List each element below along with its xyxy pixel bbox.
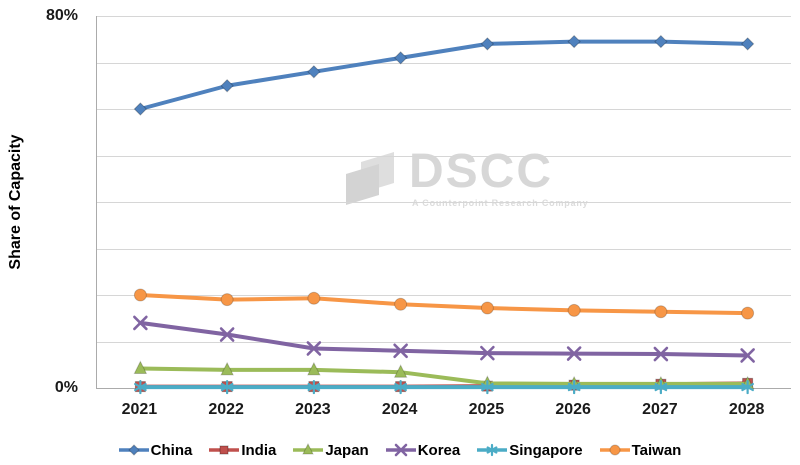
legend-item-taiwan: Taiwan bbox=[599, 441, 682, 459]
point-china-2022 bbox=[220, 79, 234, 93]
point-taiwan-2021 bbox=[133, 288, 147, 302]
legend-asterisk-icon bbox=[477, 443, 508, 457]
point-korea-2028 bbox=[740, 348, 755, 363]
legend-item-korea: Korea bbox=[385, 441, 461, 459]
point-japan-2023 bbox=[307, 361, 321, 376]
point-korea-2025 bbox=[480, 345, 495, 361]
legend-x-icon bbox=[385, 443, 416, 457]
point-korea-2023 bbox=[306, 341, 322, 356]
point-taiwan-2025 bbox=[480, 301, 494, 315]
point-singapore-2022 bbox=[220, 379, 234, 395]
point-japan-2024 bbox=[393, 364, 408, 378]
point-china-2025 bbox=[480, 37, 495, 51]
y-tick-0: 0% bbox=[54, 379, 78, 396]
legend-label-india: India bbox=[241, 441, 277, 459]
chart-plot-svg bbox=[97, 16, 791, 395]
point-taiwan-2028 bbox=[741, 306, 755, 320]
point-taiwan-2022 bbox=[220, 293, 234, 307]
x-tick-2028: 2028 bbox=[728, 401, 765, 418]
legend-item-japan: Japan bbox=[293, 441, 369, 459]
legend-label-japan: Japan bbox=[325, 441, 369, 459]
point-china-2023 bbox=[307, 65, 321, 79]
x-tick-2024: 2024 bbox=[381, 401, 418, 418]
point-japan-2022 bbox=[220, 361, 234, 376]
point-taiwan-2027 bbox=[654, 305, 668, 319]
point-korea-2021 bbox=[133, 315, 148, 331]
point-china-2027 bbox=[654, 34, 668, 49]
x-axis-labels: 2021 2022 2023 2024 2025 2026 2027 2028 bbox=[96, 401, 790, 423]
point-singapore-2028 bbox=[741, 379, 754, 395]
series-china bbox=[133, 34, 755, 116]
point-korea-2027 bbox=[653, 346, 669, 362]
point-korea-2024 bbox=[393, 343, 408, 359]
x-tick-2023: 2023 bbox=[295, 401, 331, 418]
point-china-2021 bbox=[133, 102, 148, 116]
point-singapore-2021 bbox=[134, 379, 147, 395]
point-japan-2021 bbox=[133, 360, 148, 374]
point-china-2024 bbox=[393, 51, 408, 65]
point-singapore-2026 bbox=[567, 379, 581, 395]
point-singapore-2023 bbox=[307, 379, 321, 395]
x-tick-2027: 2027 bbox=[642, 401, 678, 418]
gridlines bbox=[97, 16, 791, 343]
legend-circle-icon bbox=[599, 444, 630, 456]
plot-area: DSCC A Counterpoint Research Company bbox=[96, 16, 791, 395]
legend-label-china: China bbox=[150, 441, 193, 459]
point-korea-2026 bbox=[566, 346, 582, 361]
legend-label-korea: Korea bbox=[417, 441, 461, 459]
legend-triangle-icon bbox=[293, 442, 324, 455]
point-china-2028 bbox=[740, 37, 755, 51]
legend-item-india: India bbox=[209, 442, 276, 459]
chart-legend: China India Japan Korea Singapore Taiwan bbox=[0, 439, 800, 461]
series-taiwan bbox=[133, 288, 755, 320]
y-axis-title: Share of Capacity bbox=[7, 134, 24, 270]
x-tick-2026: 2026 bbox=[555, 401, 591, 418]
point-taiwan-2024 bbox=[394, 297, 408, 311]
point-singapore-2024 bbox=[394, 379, 407, 395]
legend-item-china: China bbox=[118, 441, 193, 459]
point-singapore-2025 bbox=[481, 379, 494, 395]
x-tick-2022: 2022 bbox=[208, 401, 244, 418]
point-korea-2022 bbox=[219, 327, 235, 342]
legend-label-singapore: Singapore bbox=[509, 441, 583, 459]
point-singapore-2027 bbox=[654, 379, 668, 395]
legend-item-singapore: Singapore bbox=[477, 441, 583, 459]
series-korea bbox=[133, 315, 755, 363]
x-tick-2021: 2021 bbox=[121, 401, 158, 418]
legend-label-taiwan: Taiwan bbox=[631, 441, 682, 459]
point-taiwan-2023 bbox=[307, 291, 321, 305]
series-singapore bbox=[134, 379, 754, 395]
point-taiwan-2026 bbox=[567, 303, 581, 317]
y-tick-80: 80% bbox=[45, 7, 78, 24]
point-china-2026 bbox=[567, 34, 581, 49]
x-tick-2025: 2025 bbox=[468, 401, 505, 418]
legend-square-icon bbox=[209, 445, 240, 455]
legend-diamond-icon bbox=[118, 444, 149, 456]
